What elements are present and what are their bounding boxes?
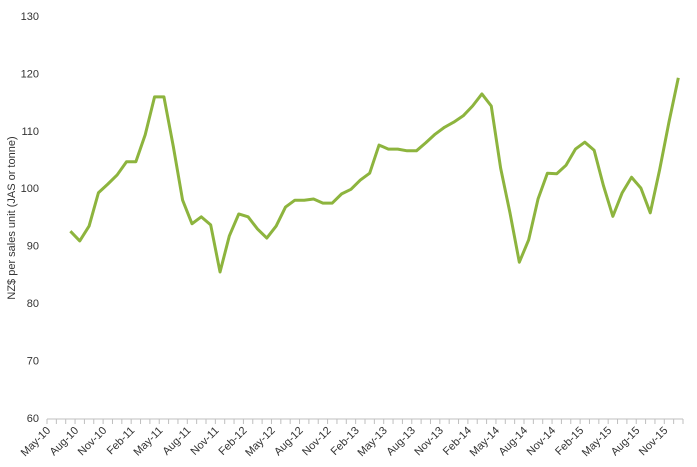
y-tick-label: 80 xyxy=(27,298,39,310)
y-tick-label: 60 xyxy=(27,413,39,425)
x-tick-label: May-11 xyxy=(132,425,166,459)
x-tick-label: May-14 xyxy=(468,425,502,459)
x-tick-label: Aug-10 xyxy=(48,425,82,459)
x-tick-label: Aug-12 xyxy=(272,425,306,459)
x-tick-label: Nov-13 xyxy=(412,425,446,459)
x-tick-label: Nov-15 xyxy=(637,425,671,459)
y-tick-label: 120 xyxy=(21,68,39,80)
x-tick-label: Aug-11 xyxy=(160,425,193,458)
y-axis-title: NZ$ per sales unit (JAS or tonne) xyxy=(6,136,18,299)
x-tick-label: Nov-12 xyxy=(300,425,334,459)
y-tick-label: 110 xyxy=(21,126,39,138)
x-tick-label: Feb-11 xyxy=(105,425,138,458)
x-tick-label: Aug-14 xyxy=(497,425,531,459)
x-tick-label: May-10 xyxy=(19,425,53,459)
x-tick-label: Aug-15 xyxy=(609,425,643,459)
y-tick-label: 70 xyxy=(27,355,39,367)
x-tick-label: Nov-14 xyxy=(525,425,559,459)
y-tick-label: 100 xyxy=(21,183,39,195)
y-tick-label: 130 xyxy=(21,11,39,23)
x-tick-label: May-13 xyxy=(355,425,389,459)
x-tick-label: Nov-10 xyxy=(76,425,110,459)
x-tick-label: Nov-11 xyxy=(189,425,222,458)
data-line xyxy=(69,77,680,274)
x-tick-label: May-12 xyxy=(243,425,277,459)
y-tick-label: 90 xyxy=(27,241,39,253)
x-tick-label: Aug-13 xyxy=(384,425,418,459)
x-tick-label: May-15 xyxy=(580,425,614,459)
